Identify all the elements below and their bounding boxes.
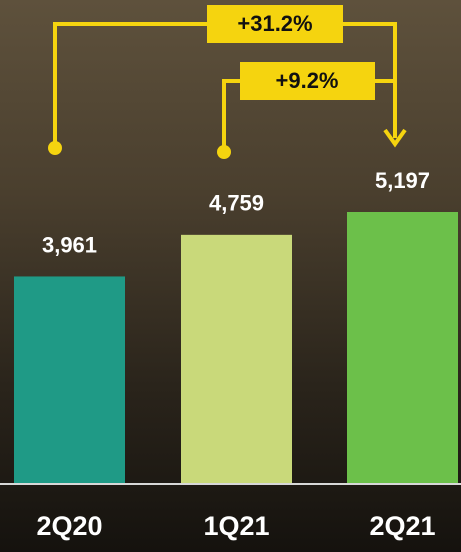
x-tick-label: 1Q21	[203, 511, 269, 541]
value-label: 3,961	[42, 232, 97, 257]
x-tick-label: 2Q21	[369, 511, 435, 541]
bar	[347, 212, 458, 483]
chart: +31.2% +9.2% 3,961 2Q20 4,759 1Q21 5,197 2Q21	[0, 0, 461, 552]
value-label: 5,197	[375, 168, 430, 193]
value-label: 4,759	[209, 191, 264, 216]
page: +31.2% +9.2% 3,961 2Q20 4,759 1Q21 5,197 2Q21…	[0, 0, 461, 552]
bar	[181, 235, 292, 483]
annotation: +31.2%	[237, 11, 312, 36]
x-tick-label: 2Q20	[36, 511, 102, 541]
connector-dot	[48, 141, 62, 155]
connector-dot	[217, 145, 231, 159]
bar	[14, 276, 125, 483]
annotation: +9.2%	[276, 68, 339, 93]
